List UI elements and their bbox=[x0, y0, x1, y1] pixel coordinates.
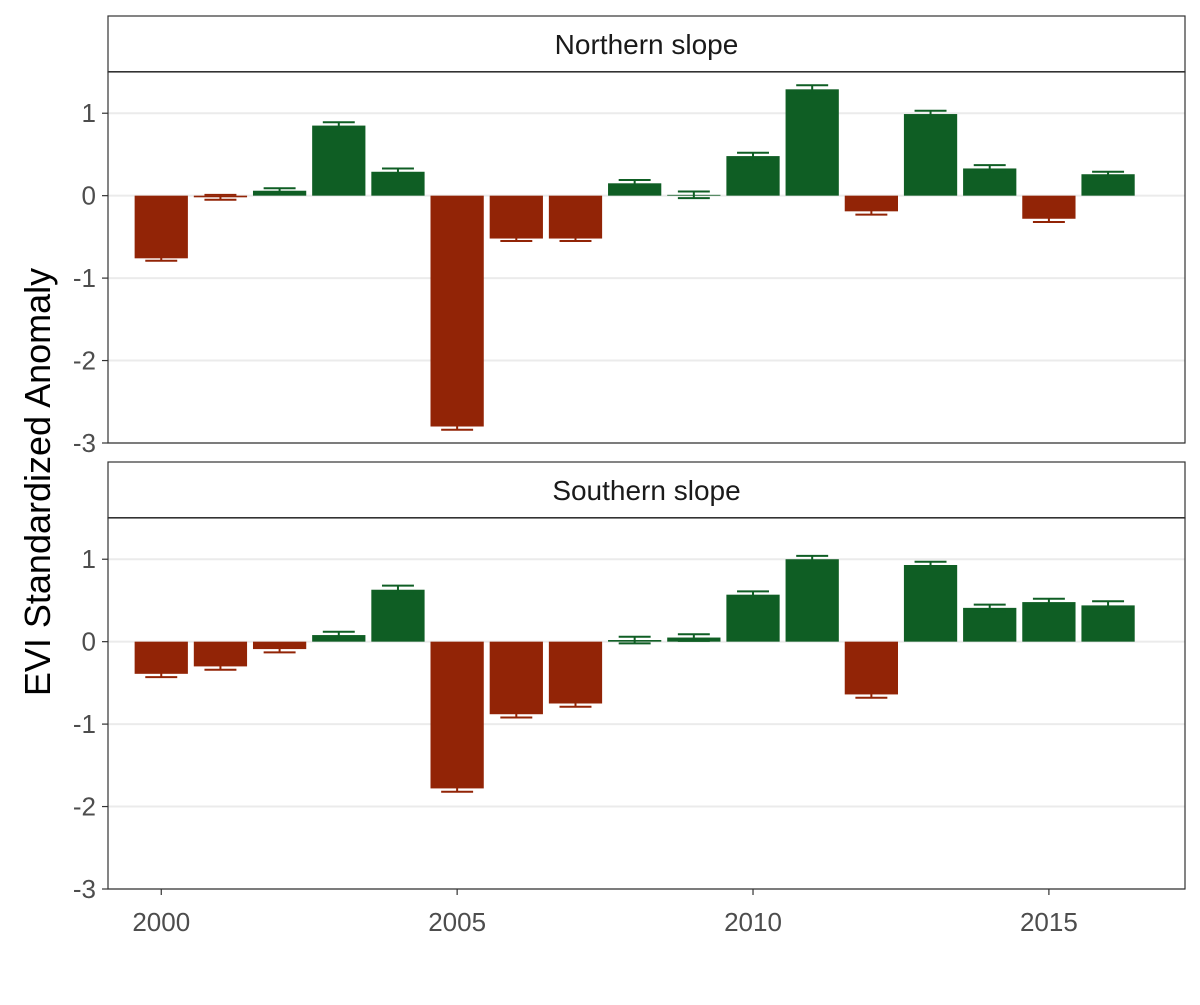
error-bar-2011 bbox=[796, 554, 829, 564]
bar-2010 bbox=[726, 594, 780, 642]
error-bar-2004 bbox=[381, 167, 414, 177]
y-axis-title: EVI Standardized Anomaly bbox=[17, 268, 58, 696]
bar-2005 bbox=[430, 641, 484, 789]
error-bar-2006 bbox=[500, 709, 533, 719]
plot-area bbox=[108, 518, 1185, 889]
error-bar-2013 bbox=[914, 560, 947, 570]
bar-2003 bbox=[312, 125, 366, 196]
error-bar-2013 bbox=[914, 109, 947, 119]
bar-2007 bbox=[548, 195, 603, 239]
bar-2005 bbox=[430, 195, 484, 427]
error-bar-2015 bbox=[1032, 597, 1065, 607]
y-tick-label: 1 bbox=[82, 98, 96, 128]
error-bar-2003 bbox=[322, 630, 355, 640]
x-tick-label: 2015 bbox=[1020, 907, 1078, 937]
y-tick-label: 0 bbox=[82, 627, 96, 657]
facet-strip-label: Southern slope bbox=[552, 475, 740, 506]
bar-2004 bbox=[371, 171, 425, 196]
y-tick-label: 0 bbox=[82, 181, 96, 211]
x-tick-label: 2000 bbox=[132, 907, 190, 937]
facet-strip bbox=[107, 15, 1186, 73]
bar-2011 bbox=[785, 89, 839, 196]
bar-2015 bbox=[1022, 602, 1076, 642]
error-bar-2000 bbox=[145, 254, 178, 262]
error-bar-2014 bbox=[973, 603, 1006, 613]
error-bar-2016 bbox=[1092, 170, 1125, 178]
error-bar-2011 bbox=[796, 84, 829, 95]
y-tick-label: -1 bbox=[73, 263, 96, 293]
error-bar-2002 bbox=[263, 187, 296, 195]
facet-panel-1: Northern slope -3 -2 -1 0 1 bbox=[73, 15, 1186, 458]
bar-2014 bbox=[963, 607, 1017, 642]
bar-2007 bbox=[548, 641, 603, 704]
plot-area bbox=[108, 72, 1185, 443]
y-tick-label: -3 bbox=[73, 874, 96, 904]
error-bar-2012 bbox=[855, 690, 888, 699]
bar-2012 bbox=[844, 641, 898, 695]
bar-2006 bbox=[489, 641, 543, 715]
bar-2000 bbox=[134, 641, 188, 674]
bar-2014 bbox=[963, 168, 1017, 196]
y-tick-label: -2 bbox=[73, 792, 96, 822]
x-tick-label: 2005 bbox=[428, 907, 486, 937]
facet-strip bbox=[107, 461, 1186, 519]
error-bar-2009 bbox=[677, 633, 710, 642]
error-bar-2009 bbox=[677, 190, 710, 200]
error-bar-2002 bbox=[263, 644, 296, 654]
bar-2004 bbox=[371, 589, 425, 642]
error-bar-2008 bbox=[618, 635, 651, 645]
error-bar-2007 bbox=[559, 235, 592, 243]
error-bar-2010 bbox=[737, 151, 769, 161]
error-bar-2006 bbox=[500, 235, 533, 243]
y-tick-label: -2 bbox=[73, 346, 96, 376]
error-bar-2007 bbox=[559, 699, 592, 708]
error-bar-2010 bbox=[737, 590, 769, 599]
error-bar-2003 bbox=[322, 121, 355, 130]
error-bar-2000 bbox=[145, 669, 178, 679]
y-tick-label: 1 bbox=[82, 544, 96, 574]
error-bar-2015 bbox=[1032, 214, 1065, 224]
error-bar-2001 bbox=[204, 662, 237, 671]
panel-border bbox=[107, 517, 1186, 890]
bar-2015 bbox=[1022, 195, 1076, 219]
bar-2016 bbox=[1081, 174, 1135, 196]
bar-2013 bbox=[903, 564, 958, 642]
error-bar-2014 bbox=[973, 164, 1006, 173]
bar-2013 bbox=[903, 114, 958, 196]
bar-2010 bbox=[726, 156, 780, 196]
facet-strip-label: Northern slope bbox=[555, 29, 739, 60]
error-bar-2016 bbox=[1092, 600, 1125, 611]
error-bar-2008 bbox=[618, 179, 651, 188]
error-bar-2001 bbox=[204, 193, 237, 201]
facet-panel-2: Southern slope -3 -2 -1 0 1 bbox=[73, 461, 1186, 904]
x-tick-label: 2010 bbox=[724, 907, 782, 937]
y-tick-label: -3 bbox=[73, 428, 96, 458]
panel-border bbox=[107, 71, 1186, 444]
bar-2006 bbox=[489, 195, 543, 239]
bar-2000 bbox=[134, 195, 188, 259]
error-bar-2012 bbox=[855, 207, 888, 216]
error-bar-2005 bbox=[441, 784, 474, 793]
error-bar-2004 bbox=[381, 584, 414, 595]
bar-2016 bbox=[1081, 605, 1135, 642]
y-tick-label: -1 bbox=[73, 709, 96, 739]
bar-2011 bbox=[785, 559, 839, 642]
error-bar-2005 bbox=[441, 422, 474, 431]
